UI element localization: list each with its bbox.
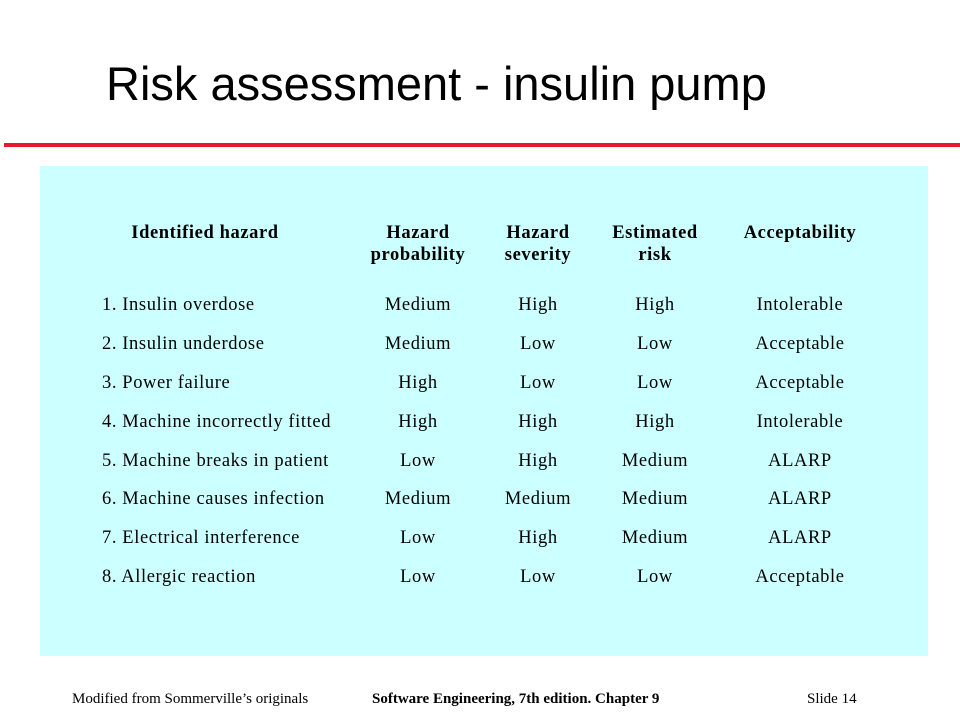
header-hazard-severity: Hazard severity (504, 223, 572, 265)
table-row: 5. Machine breaks in patient Low High Me… (60, 441, 880, 480)
probability-cell: Medium (384, 295, 452, 316)
title-divider (4, 143, 960, 147)
severity-cell: Low (520, 372, 556, 393)
acceptability-cell: Intolerable (756, 295, 844, 316)
table-row: 1. Insulin overdose Medium High High Int… (60, 286, 880, 325)
acceptability-cell: Intolerable (756, 411, 844, 432)
hazard-cell: 3. Power failure (102, 372, 231, 393)
table-row: 8. Allergic reaction Low Low Low Accepta… (60, 558, 880, 597)
risk-cell: Medium (621, 450, 689, 471)
risk-cell: Low (637, 566, 673, 587)
severity-cell: High (518, 411, 558, 432)
table-row: 6. Machine causes infection Medium Mediu… (60, 480, 880, 519)
probability-cell: High (398, 372, 438, 393)
risk-cell: Low (637, 372, 673, 393)
acceptability-cell: Acceptable (755, 372, 845, 393)
probability-cell: Low (400, 528, 436, 549)
footer-book-title: Software Engineering, 7th edition. Chapt… (372, 691, 660, 707)
risk-cell: Medium (621, 489, 689, 510)
acceptability-cell: ALARP (768, 528, 832, 549)
table-panel (40, 166, 928, 656)
probability-cell: Low (400, 450, 436, 471)
probability-cell: Medium (384, 334, 452, 355)
table-row: 3. Power failure High Low Low Acceptable (60, 364, 880, 403)
severity-cell: Medium (504, 489, 572, 510)
probability-cell: Medium (384, 489, 452, 510)
risk-cell: Medium (621, 528, 689, 549)
severity-cell: Low (520, 334, 556, 355)
severity-cell: High (518, 450, 558, 471)
risk-cell: High (635, 295, 675, 316)
slide-title: Risk assessment - insulin pump (106, 57, 767, 110)
table-row: 7. Electrical interference Low High Medi… (60, 519, 880, 558)
hazard-cell: 1. Insulin overdose (102, 295, 255, 316)
header-acceptability: Acceptability (743, 223, 857, 243)
risk-cell: Low (637, 334, 673, 355)
footer-slide-number: Slide 14 (807, 691, 857, 707)
header-hazard-probability: Hazard probability (370, 223, 466, 265)
table-row: 2. Insulin underdose Medium Low Low Acce… (60, 325, 880, 364)
header-estimated-risk: Estimated risk (612, 223, 698, 265)
footer-source-note: Modified from Sommerville’s originals (72, 691, 309, 707)
probability-cell: Low (400, 566, 436, 587)
hazard-cell: 7. Electrical interference (102, 528, 300, 549)
hazard-cell: 2. Insulin underdose (102, 334, 265, 355)
acceptability-cell: Acceptable (755, 334, 845, 355)
table-header-row: Identified hazard Hazard probability Haz… (60, 222, 880, 286)
table-row: 4. Machine incorrectly fitted High High … (60, 402, 880, 441)
severity-cell: High (518, 295, 558, 316)
hazard-cell: 8. Allergic reaction (102, 566, 256, 587)
severity-cell: High (518, 528, 558, 549)
risk-assessment-table: Identified hazard Hazard probability Haz… (60, 222, 880, 596)
acceptability-cell: Acceptable (755, 566, 845, 587)
acceptability-cell: ALARP (768, 489, 832, 510)
hazard-cell: 6. Machine causes infection (102, 489, 325, 510)
hazard-cell: 4. Machine incorrectly fitted (102, 411, 332, 432)
probability-cell: High (398, 411, 438, 432)
hazard-cell: 5. Machine breaks in patient (102, 450, 329, 471)
severity-cell: Low (520, 566, 556, 587)
header-identified-hazard: Identified hazard (131, 223, 279, 243)
risk-cell: High (635, 411, 675, 432)
acceptability-cell: ALARP (768, 450, 832, 471)
